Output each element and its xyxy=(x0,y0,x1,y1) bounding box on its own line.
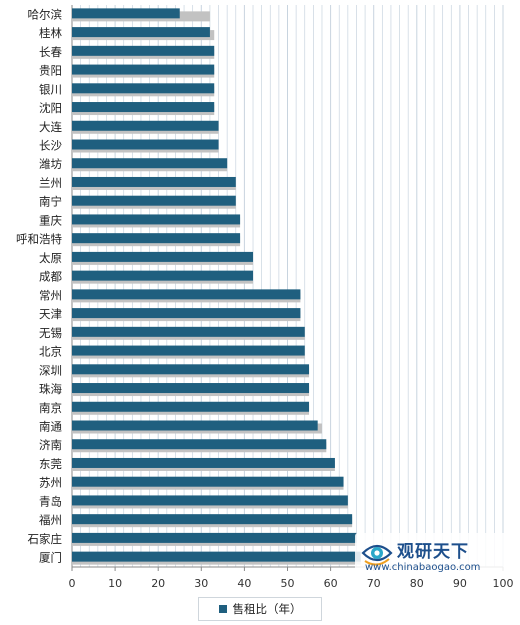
legend: 售租比（年） xyxy=(198,597,322,621)
category-label: 重庆 xyxy=(39,213,62,227)
bar xyxy=(72,401,310,412)
bar xyxy=(72,457,335,468)
category-label: 南通 xyxy=(39,420,62,434)
bar xyxy=(72,383,310,394)
x-tick-label: 60 xyxy=(324,577,338,590)
bar xyxy=(72,176,236,187)
category-label: 青岛 xyxy=(39,494,62,508)
category-label: 潍坊 xyxy=(39,157,62,171)
bar xyxy=(72,158,228,169)
category-label: 东莞 xyxy=(39,457,62,471)
labels-layer: 哈尔滨桂林长春贵阳银川沈阳大连长沙潍坊兰州南宁重庆呼和浩特太原成都常州天津无锡北… xyxy=(16,7,62,564)
eye-logo-icon xyxy=(361,544,393,566)
category-label: 长沙 xyxy=(39,139,62,153)
category-label: 贵阳 xyxy=(39,64,62,78)
category-label: 银川 xyxy=(39,82,62,96)
category-label: 珠海 xyxy=(39,382,62,396)
x-tick-label: 100 xyxy=(493,577,514,590)
bar xyxy=(72,83,215,94)
category-label: 呼和浩特 xyxy=(16,232,62,246)
x-tick-label: 20 xyxy=(151,577,165,590)
category-label: 长春 xyxy=(39,45,62,59)
bar xyxy=(72,64,215,75)
category-label: 石家庄 xyxy=(28,532,63,546)
legend-swatch xyxy=(218,605,227,613)
bar xyxy=(72,8,180,19)
ticks-layer: 0 10 20 30 40 50 60 70 80 90 100 xyxy=(69,567,514,590)
x-tick-label: 90 xyxy=(453,577,467,590)
x-tick-label: 50 xyxy=(281,577,295,590)
x-tick-label: 10 xyxy=(108,577,122,590)
bar xyxy=(72,326,305,337)
bar xyxy=(72,270,254,281)
category-label: 济南 xyxy=(39,438,62,452)
bar xyxy=(72,420,318,431)
x-tick-label: 40 xyxy=(237,577,251,590)
bar xyxy=(72,308,301,319)
category-label: 深圳 xyxy=(39,363,62,377)
bar xyxy=(72,532,357,543)
category-label: 厦门 xyxy=(39,551,62,565)
bars-layer xyxy=(72,8,361,565)
x-tick-label: 70 xyxy=(367,577,381,590)
category-label: 南京 xyxy=(39,401,62,415)
bar xyxy=(72,120,219,131)
category-label: 南宁 xyxy=(39,195,62,209)
category-label: 成都 xyxy=(39,270,62,284)
bar xyxy=(72,476,344,487)
watermark: 观研天下 www.chinabaogao.com xyxy=(355,533,513,577)
category-label: 苏州 xyxy=(39,476,62,490)
category-label: 北京 xyxy=(39,345,62,359)
bar xyxy=(72,495,348,506)
category-label: 哈尔滨 xyxy=(28,7,63,21)
bar xyxy=(72,214,241,225)
grid-layer xyxy=(71,5,504,568)
x-tick-label: 30 xyxy=(194,577,208,590)
bar xyxy=(72,45,215,56)
bar xyxy=(72,102,215,113)
bar xyxy=(72,233,241,244)
category-label: 沈阳 xyxy=(39,101,62,115)
category-label: 常州 xyxy=(39,288,62,302)
bar xyxy=(72,514,353,525)
bar xyxy=(72,289,301,300)
category-label: 桂林 xyxy=(39,26,62,40)
bar xyxy=(72,251,254,262)
category-label: 福州 xyxy=(39,513,62,527)
bar xyxy=(72,139,219,150)
category-label: 太原 xyxy=(39,251,62,265)
bar xyxy=(72,195,236,206)
watermark-name: 观研天下 xyxy=(397,542,469,562)
category-label: 无锡 xyxy=(39,326,62,340)
bar xyxy=(72,364,310,375)
watermark-url: www.chinabaogao.com xyxy=(365,562,481,573)
bar xyxy=(72,439,327,450)
x-tick-label: 80 xyxy=(410,577,424,590)
bar xyxy=(72,551,361,562)
legend-label: 售租比（年） xyxy=(232,602,302,616)
bar xyxy=(72,345,305,356)
category-label: 兰州 xyxy=(39,176,62,190)
x-tick-label: 0 xyxy=(69,577,76,590)
bar xyxy=(72,27,210,38)
category-label: 天津 xyxy=(39,307,62,321)
category-label: 大连 xyxy=(39,120,62,134)
